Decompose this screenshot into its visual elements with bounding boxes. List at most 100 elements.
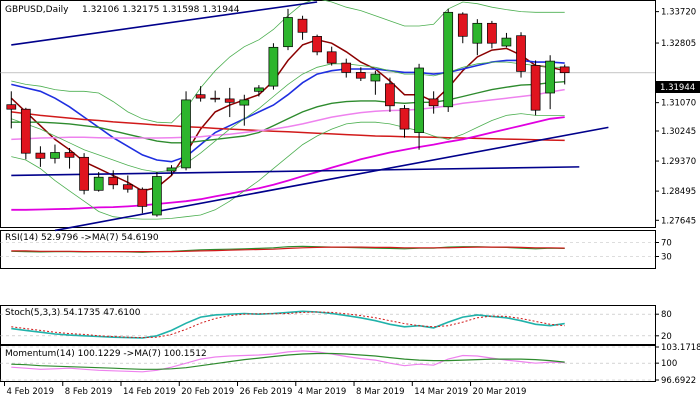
stoch-series-stoch-signal <box>11 311 565 339</box>
rsi-y-tick-label: 70 <box>661 239 672 249</box>
y-axis-tick-label: 1.27645 <box>661 216 696 226</box>
candle-body <box>501 37 512 47</box>
candle <box>239 94 250 126</box>
candle <box>166 165 177 176</box>
candle <box>487 20 497 49</box>
candle <box>530 60 541 116</box>
overlay-bollinger-mid <box>11 61 565 173</box>
candle <box>297 15 308 40</box>
candle-body <box>457 13 468 37</box>
candle-body <box>472 22 483 44</box>
candle-body <box>79 156 89 191</box>
rsi-series-rsi-ma <box>11 246 565 253</box>
overlay-ma-slow-red <box>11 111 565 142</box>
y-axis-tick-label: 1.31070 <box>661 99 696 109</box>
x-axis-tick-label: 8 Feb 2019 <box>65 387 113 397</box>
candle <box>501 32 512 48</box>
candle <box>545 55 555 110</box>
candle <box>355 67 366 82</box>
trendline-2 <box>11 166 580 177</box>
candle <box>108 170 119 190</box>
candle <box>559 64 570 85</box>
trendline-3 <box>54 126 609 232</box>
rsi-pane-frame <box>0 230 656 269</box>
candle-body <box>6 104 17 110</box>
candle <box>457 12 468 44</box>
momentum-title: Momentum(14) 100.1229 ->MA(7) 100.1512 <box>5 349 207 359</box>
x-axis-tick-label: 20 Feb 2019 <box>181 387 234 397</box>
overlay-ma-fast <box>10 39 565 192</box>
candle-body <box>181 99 191 169</box>
trendline-1 <box>11 1 318 46</box>
candle-body <box>443 11 454 108</box>
candle-body <box>254 87 264 92</box>
candle <box>79 153 89 195</box>
candle <box>268 43 279 90</box>
current-price-label: 1.31944 <box>660 83 695 93</box>
candle-body <box>341 62 352 73</box>
candle-body <box>195 94 206 99</box>
candle-body <box>224 98 235 103</box>
candle <box>370 70 381 95</box>
candle <box>312 34 322 56</box>
candle <box>414 63 424 150</box>
x-axis-tick-label: 14 Mar 2019 <box>414 387 468 397</box>
x-axis-tick-label: 4 Feb 2019 <box>7 387 55 397</box>
stoch-title: Stoch(5,3,3) 54.1735 47.6100 <box>5 308 141 318</box>
candle <box>93 172 104 192</box>
stoch-pane-frame <box>0 305 656 345</box>
candle-body <box>239 99 250 106</box>
x-axis-tick-label: 14 Feb 2019 <box>123 387 176 397</box>
chart-symbol-title: GBPUSD,Daily <box>5 5 69 15</box>
overlay-ma-slow-green <box>11 81 565 144</box>
x-axis-tick-label: 4 Mar 2019 <box>298 387 346 397</box>
candle-body <box>559 66 570 74</box>
y-axis-tick-label: 1.28495 <box>661 187 696 197</box>
candle-body <box>283 17 293 48</box>
candle <box>516 32 526 78</box>
candle <box>428 91 439 114</box>
candle-body <box>268 46 279 87</box>
candle-body <box>152 176 162 216</box>
candle-body <box>50 152 60 159</box>
candle <box>443 8 454 112</box>
overlay-ma-pink-light <box>11 88 565 141</box>
candle <box>6 91 17 129</box>
candle-body <box>35 152 46 159</box>
candle-body <box>414 67 424 133</box>
momentum-series-mom-ma <box>11 352 565 370</box>
candle-body <box>312 36 322 53</box>
candle-body <box>399 108 410 130</box>
candle <box>283 8 293 51</box>
rsi-title: RSI(14) 52.9796 ->MA(7) 54.6190 <box>5 233 159 243</box>
candle-body <box>20 108 31 154</box>
y-axis-tick-label: 1.33720 <box>661 8 696 18</box>
current-price-badge <box>656 81 700 93</box>
momentum-series-mom-line <box>11 350 565 373</box>
chart-ohlc-readout: 1.32106 1.32175 1.31598 1.31944 <box>82 5 240 15</box>
candle-body <box>210 97 221 100</box>
rsi-y-tick-label: 30 <box>661 253 672 263</box>
candle <box>152 172 162 217</box>
candle-body <box>64 152 75 158</box>
candle <box>254 85 264 97</box>
candle-body <box>297 18 308 33</box>
candle <box>326 46 337 66</box>
y-axis-tick-label: 1.32805 <box>661 39 696 49</box>
momentum-y-tick-label: 100 <box>661 359 677 369</box>
candle-body <box>487 22 497 44</box>
overlay-bollinger-lower <box>11 113 565 220</box>
candle-body <box>530 65 541 111</box>
candle-body <box>355 72 366 79</box>
candle-body <box>428 98 439 107</box>
x-axis-tick-label: 20 Mar 2019 <box>473 387 527 397</box>
candle-body <box>370 73 381 82</box>
candle <box>399 105 410 138</box>
candle-body <box>326 51 337 64</box>
candle <box>195 86 206 102</box>
candle-body <box>545 60 555 94</box>
stoch-series-stoch-main <box>11 310 565 339</box>
